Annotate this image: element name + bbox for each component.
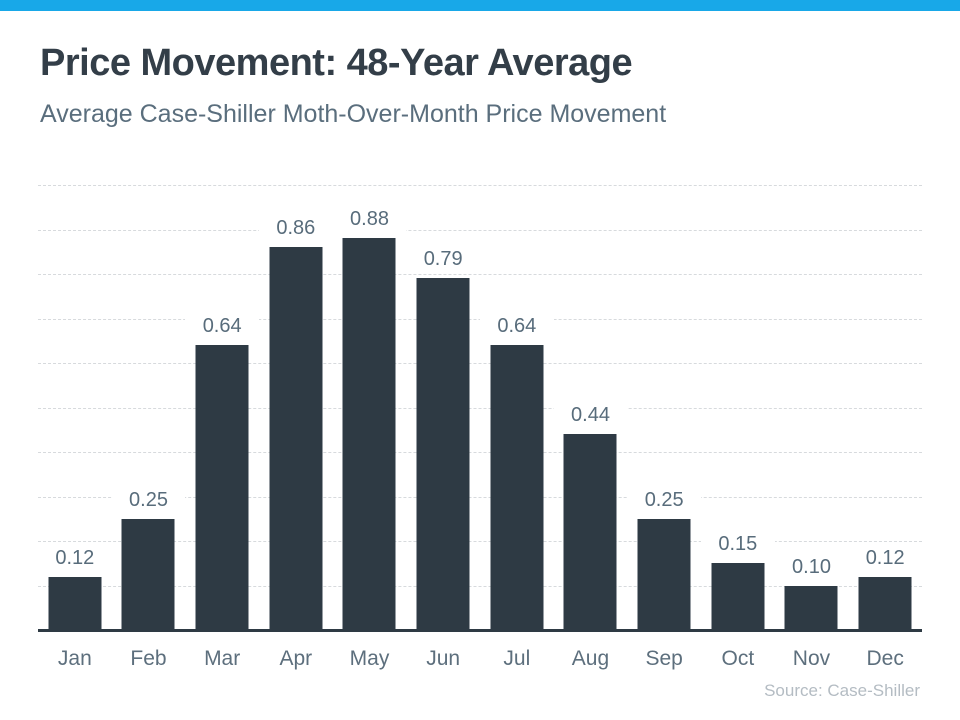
x-axis-tick-label: Feb	[130, 647, 167, 670]
x-axis-tick-label: Mar	[204, 647, 241, 670]
page-subtitle: Average Case-Shiller Moth-Over-Month Pri…	[40, 100, 667, 128]
x-axis-tick-label: Apr	[279, 647, 313, 670]
x-axis-tick-label: Sep	[645, 647, 683, 670]
bar-value-label: 0.86	[259, 217, 333, 241]
bar-column: 0.15 Oct	[701, 185, 775, 670]
gridline	[38, 407, 922, 409]
bar-column: 0.25 Sep	[627, 185, 701, 670]
bar-column: 0.79 Jun	[406, 185, 480, 670]
x-axis-tick-label: Dec	[866, 647, 904, 670]
bar-column: 0.10 Nov	[774, 185, 849, 670]
bar-chart: 0.12 Jan 0.25 Feb 0.64 Mar 0.86 Apr 0.88 May 0.79 J…	[38, 185, 922, 670]
source-note: Source: Case-Shiller	[764, 681, 920, 700]
bar	[784, 585, 838, 630]
bar-value-label: 0.64	[185, 315, 259, 339]
bar-column: 0.88 May	[332, 185, 407, 670]
gridline	[38, 452, 922, 453]
x-axis-line	[38, 629, 922, 632]
bar-column: 0.25 Feb	[111, 185, 186, 670]
bar-value-label: 0.10	[774, 555, 849, 579]
top-accent-bar	[0, 0, 960, 11]
x-axis-tick-label: Nov	[792, 647, 831, 670]
bar	[490, 345, 544, 630]
bar	[269, 247, 323, 630]
gridline	[38, 363, 922, 364]
bar-value-label: 0.64	[480, 315, 554, 339]
bar-column: 0.64 Jul	[480, 185, 554, 670]
x-axis-tick-label: Jul	[503, 647, 531, 670]
page-title: Price Movement: 48-Year Average	[40, 42, 633, 84]
x-axis-tick-label: Aug	[571, 647, 610, 670]
bar-column: 0.44 Aug	[553, 185, 628, 670]
bar-value-label: 0.12	[38, 546, 112, 570]
bar-column: 0.12 Jan	[38, 185, 112, 670]
gridline	[38, 541, 922, 542]
bar-value-label: 0.44	[553, 404, 628, 428]
bar-value-label: 0.25	[111, 488, 186, 512]
bar-column: 0.12 Dec	[848, 185, 922, 670]
bar	[416, 278, 470, 630]
bar-value-label: 0.12	[848, 546, 922, 570]
gridline	[38, 274, 922, 275]
bar	[121, 518, 175, 630]
bar	[637, 518, 691, 630]
bar-value-label: 0.88	[332, 208, 407, 232]
bar	[342, 238, 396, 630]
bar	[48, 576, 102, 630]
bar	[711, 563, 765, 630]
gridline	[38, 185, 922, 186]
x-axis-tick-label: Jun	[426, 647, 461, 670]
bar	[195, 345, 249, 630]
bar-value-label: 0.25	[627, 488, 701, 512]
bar-column: 0.64 Mar	[185, 185, 259, 670]
bar-value-label: 0.15	[701, 533, 775, 557]
x-axis-tick-label: May	[349, 647, 390, 670]
x-axis-tick-label: Jan	[57, 647, 92, 670]
bar-column: 0.86 Apr	[259, 185, 333, 670]
gridline	[38, 496, 922, 498]
bar-value-label: 0.79	[406, 248, 480, 272]
gridline	[38, 585, 922, 587]
x-axis-tick-label: Oct	[721, 647, 755, 670]
gridline	[38, 229, 922, 231]
bar	[563, 434, 617, 630]
bar	[858, 576, 912, 630]
